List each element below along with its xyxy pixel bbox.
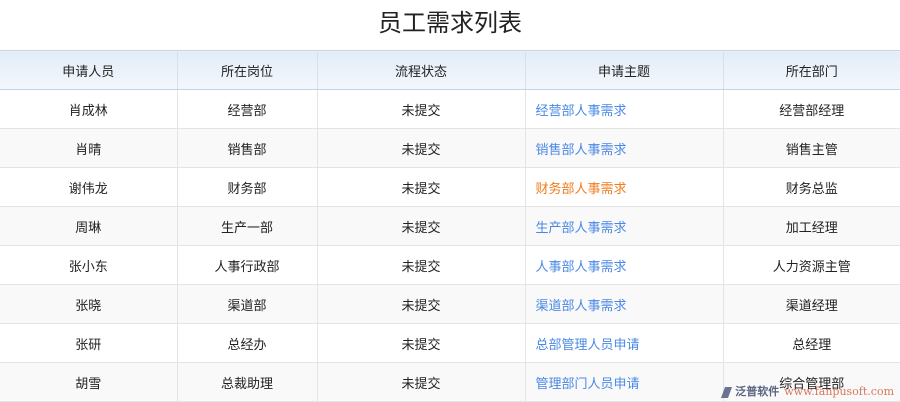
- cell-position: 总经办: [177, 323, 318, 363]
- cell-person: 张小东: [0, 245, 178, 285]
- cell-subject: 销售部人事需求: [525, 128, 724, 168]
- cell-status: 未提交: [317, 245, 526, 285]
- column-header-position[interactable]: 所在岗位: [177, 50, 318, 90]
- cell-position: 人事行政部: [177, 245, 318, 285]
- table-header: 申请人员 所在岗位 流程状态 申请主题 所在部门: [0, 50, 900, 90]
- cell-subject: 管理部门人员申请: [525, 362, 724, 402]
- employee-demand-table: 申请人员 所在岗位 流程状态 申请主题 所在部门 肖成林 经营部 未提交 经营部人事需…: [0, 50, 900, 402]
- subject-link[interactable]: 生产部人事需求: [535, 220, 627, 236]
- cell-subject: 生产部人事需求: [525, 206, 724, 246]
- cell-subject: 财务部人事需求: [525, 167, 724, 207]
- cell-person: 谢伟龙: [0, 167, 178, 207]
- cell-dept: 加工经理: [723, 206, 900, 246]
- cell-position: 总裁助理: [177, 362, 318, 402]
- table-row[interactable]: 肖成林 经营部 未提交 经营部人事需求 经营部经理: [0, 89, 900, 129]
- cell-status: 未提交: [317, 323, 526, 363]
- cell-subject: 渠道部人事需求: [525, 284, 724, 324]
- cell-subject: 经营部人事需求: [525, 89, 724, 129]
- cell-person: 张研: [0, 323, 178, 363]
- column-header-dept[interactable]: 所在部门: [723, 50, 900, 90]
- cell-dept: 人力资源主管: [723, 245, 900, 285]
- table-row[interactable]: 胡雪 总裁助理 未提交 管理部门人员申请 综合管理部: [0, 362, 900, 402]
- cell-person: 胡雪: [0, 362, 178, 402]
- cell-position: 生产一部: [177, 206, 318, 246]
- cell-position: 渠道部: [177, 284, 318, 324]
- column-header-person[interactable]: 申请人员: [0, 50, 178, 90]
- cell-status: 未提交: [317, 206, 526, 246]
- cell-position: 销售部: [177, 128, 318, 168]
- subject-link[interactable]: 管理部门人员申请: [535, 376, 640, 392]
- cell-status: 未提交: [317, 362, 526, 402]
- table-row[interactable]: 张晓 渠道部 未提交 渠道部人事需求 渠道经理: [0, 284, 900, 324]
- cell-position: 财务部: [177, 167, 318, 207]
- cell-dept: 财务总监: [723, 167, 900, 207]
- cell-dept: 销售主管: [723, 128, 900, 168]
- table-row[interactable]: 周琳 生产一部 未提交 生产部人事需求 加工经理: [0, 206, 900, 246]
- cell-dept: 经营部经理: [723, 89, 900, 129]
- page-title: 员工需求列表: [378, 9, 522, 37]
- cell-status: 未提交: [317, 89, 526, 129]
- subject-link[interactable]: 经营部人事需求: [535, 103, 627, 119]
- subject-link[interactable]: 财务部人事需求: [535, 181, 627, 197]
- cell-dept: 总经理: [723, 323, 900, 363]
- cell-position: 经营部: [177, 89, 318, 129]
- cell-person: 肖成林: [0, 89, 178, 129]
- subject-link[interactable]: 人事部人事需求: [535, 259, 627, 275]
- table-row[interactable]: 肖晴 销售部 未提交 销售部人事需求 销售主管: [0, 128, 900, 168]
- cell-status: 未提交: [317, 128, 526, 168]
- subject-link[interactable]: 总部管理人员申请: [535, 337, 640, 353]
- cell-subject: 人事部人事需求: [525, 245, 724, 285]
- cell-person: 肖晴: [0, 128, 178, 168]
- table-row[interactable]: 张研 总经办 未提交 总部管理人员申请 总经理: [0, 323, 900, 363]
- cell-subject: 总部管理人员申请: [525, 323, 724, 363]
- table-row[interactable]: 谢伟龙 财务部 未提交 财务部人事需求 财务总监: [0, 167, 900, 207]
- cell-person: 张晓: [0, 284, 178, 324]
- cell-status: 未提交: [317, 167, 526, 207]
- table-row[interactable]: 张小东 人事行政部 未提交 人事部人事需求 人力资源主管: [0, 245, 900, 285]
- column-header-subject[interactable]: 申请主题: [525, 50, 724, 90]
- column-header-status[interactable]: 流程状态: [317, 50, 526, 90]
- cell-status: 未提交: [317, 284, 526, 324]
- subject-link[interactable]: 销售部人事需求: [535, 142, 627, 158]
- subject-link[interactable]: 渠道部人事需求: [535, 298, 627, 314]
- cell-dept: 综合管理部: [723, 362, 900, 402]
- cell-person: 周琳: [0, 206, 178, 246]
- cell-dept: 渠道经理: [723, 284, 900, 324]
